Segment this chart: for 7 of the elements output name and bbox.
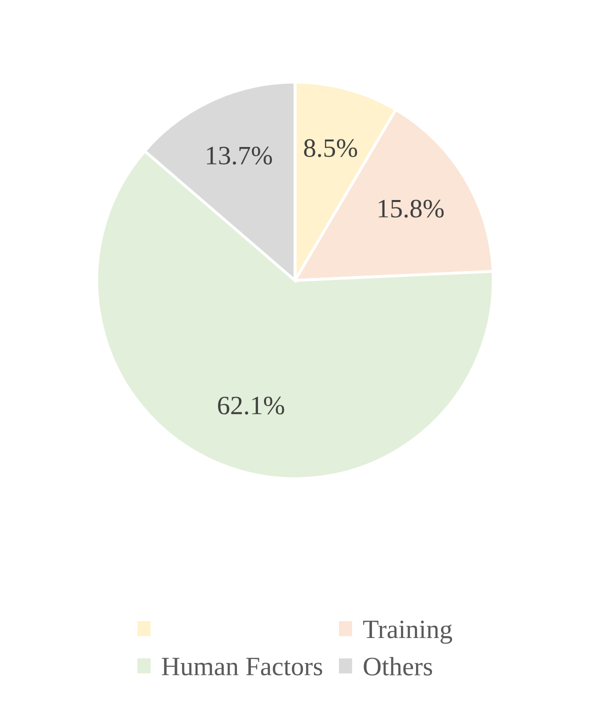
legend-label: Training xyxy=(363,620,452,644)
legend-label: Others xyxy=(364,656,432,676)
legend-label: Human Factors xyxy=(162,658,322,676)
data-label: 15.8% xyxy=(378,200,444,218)
data-label: 8.5% xyxy=(304,139,358,158)
data-label: 13.7% xyxy=(207,146,272,165)
data-label: 62.1% xyxy=(218,396,284,415)
